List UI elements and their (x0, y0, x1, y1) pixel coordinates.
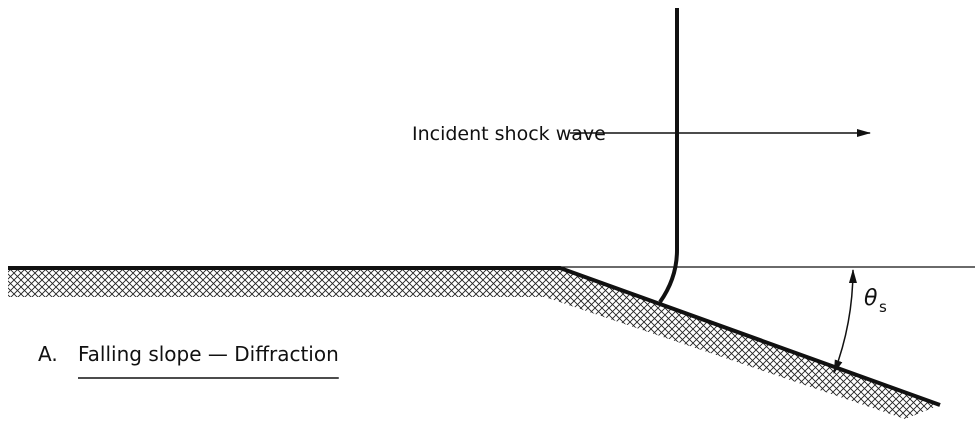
angle-subscript: s (879, 298, 887, 316)
caption-letter: A. (38, 342, 58, 366)
angle-arc (833, 269, 857, 374)
ground-surface (8, 266, 941, 407)
angle-symbol: θ (864, 286, 878, 311)
caption-text: Falling slope — Diffraction (78, 342, 339, 366)
ground-hatch (8, 268, 940, 419)
shock-wave (658, 8, 679, 304)
shock-label: Incident shock wave (412, 123, 606, 145)
